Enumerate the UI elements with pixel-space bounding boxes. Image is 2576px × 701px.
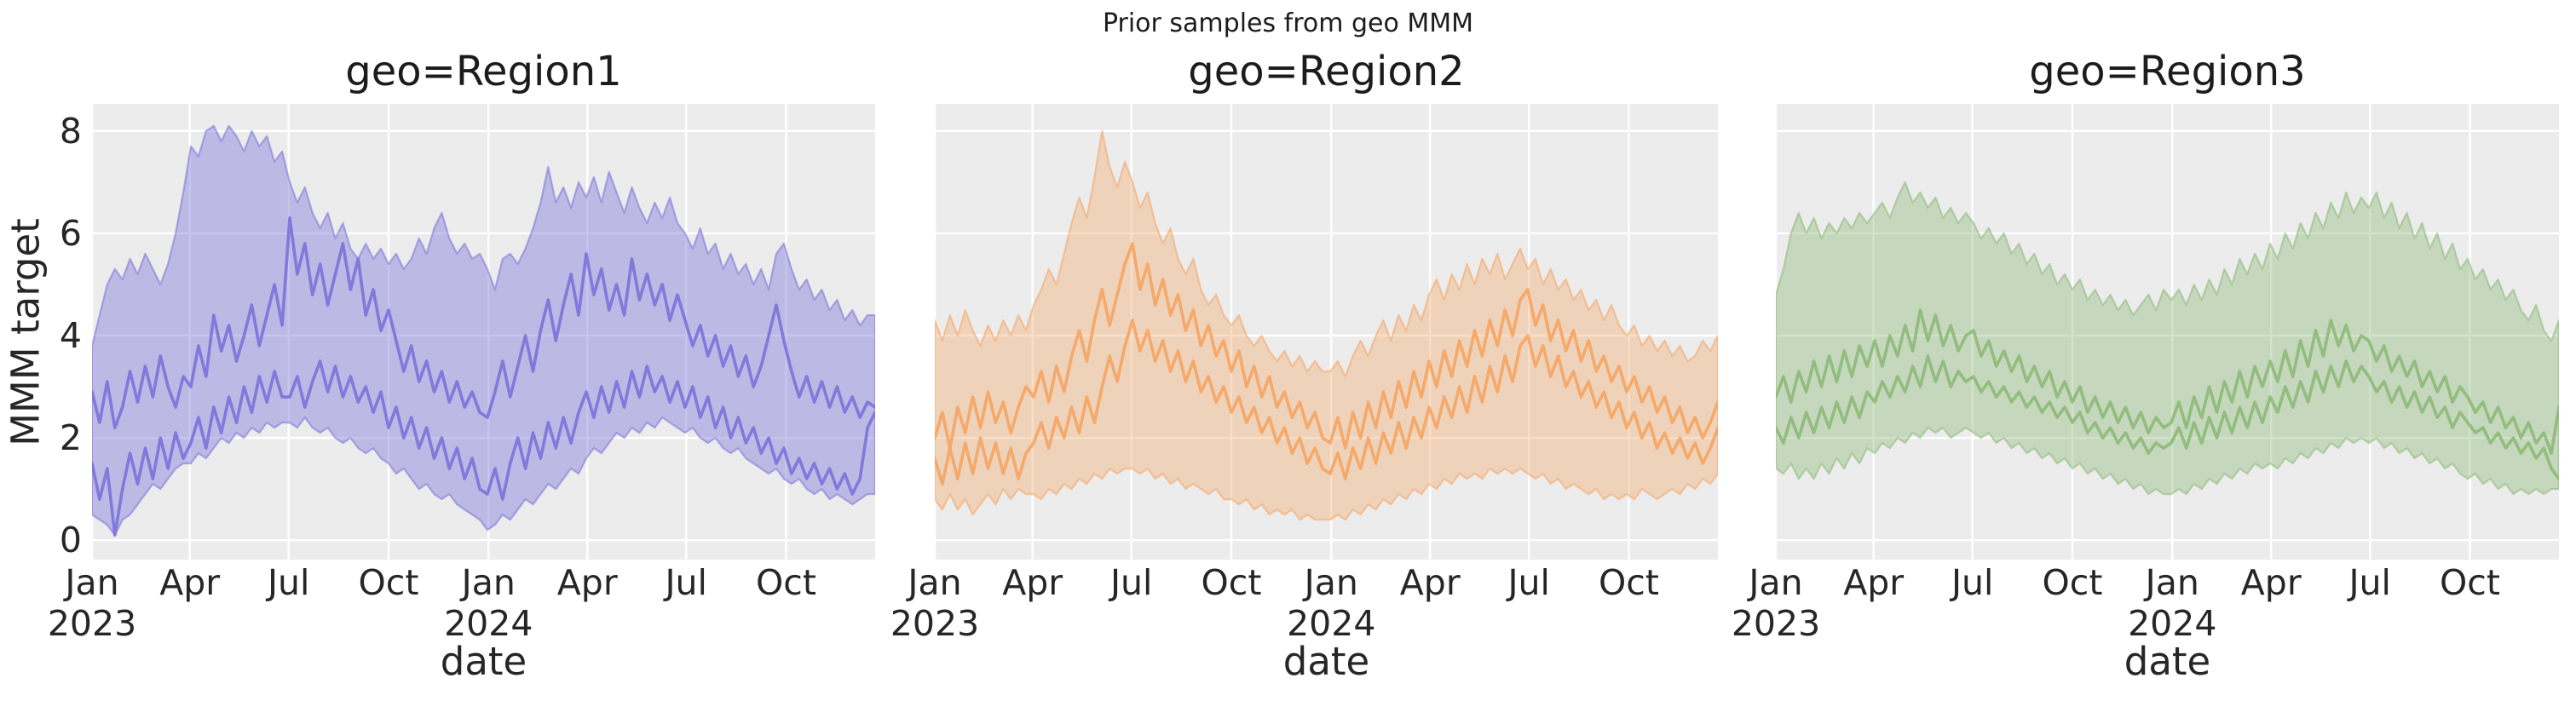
y-tick-label: 6 [59, 212, 82, 254]
prior-sample-line-1-region2 [935, 242, 1718, 450]
prior-sample-line-2-region3 [1776, 354, 2559, 480]
x-tick-label: Oct [1599, 562, 1659, 603]
x-tick-label: Jul [1951, 562, 1994, 603]
prior-band-region2 [935, 129, 1718, 521]
x-tick-label: Jan 2024 [444, 562, 533, 644]
figure-suptitle: Prior samples from geo MMM [1102, 9, 1474, 38]
x-tick-label: Oct [1201, 562, 1262, 603]
x-tick-label: Jan 2024 [1287, 562, 1376, 644]
x-tick-label: Jul [2348, 562, 2391, 603]
y-tick-label: 8 [59, 110, 82, 152]
x-tick-label: Apr [1399, 562, 1461, 603]
x-tick-label: Jan 2024 [2128, 562, 2217, 644]
plot-background [92, 104, 875, 560]
plot-area-region2 [935, 104, 1718, 560]
x-tick-label: Oct [358, 562, 419, 603]
x-tick-label: Apr [1843, 562, 1905, 603]
x-tick-label: Jan 2023 [1731, 562, 1821, 644]
plot-area-region1 [92, 104, 875, 560]
panel-title-region2: geo=Region2 [1188, 48, 1465, 95]
x-tick-label: Jul [1109, 562, 1153, 603]
panel-title-region1: geo=Region1 [345, 48, 622, 95]
x-tick-label: Jul [665, 562, 707, 603]
x-tick-label: Jul [1507, 562, 1550, 603]
y-tick-label: 4 [59, 315, 82, 356]
x-tick-label: Apr [1002, 562, 1063, 603]
x-axis-label: date [2124, 639, 2211, 684]
prior-sample-line-1-region1 [92, 216, 875, 429]
x-tick-label: Oct [2042, 562, 2103, 603]
gridlines [935, 104, 1718, 560]
x-tick-label: Jan 2023 [47, 562, 137, 644]
x-tick-label: Oct [756, 562, 816, 603]
x-axis-label: date [1282, 639, 1370, 684]
x-tick-label: Apr [159, 562, 221, 603]
panel-title-region3: geo=Region3 [2029, 48, 2306, 95]
prior-sample-line-2-region2 [935, 319, 1718, 486]
prior-sample-line-2-region1 [92, 359, 875, 537]
gridlines [92, 104, 875, 560]
x-tick-label: Jul [267, 562, 310, 603]
plot-area-region3 [1776, 104, 2559, 560]
prior-sample-line-1-region3 [1776, 308, 2559, 455]
gridlines [1776, 104, 2559, 560]
x-axis-label: date [440, 639, 527, 684]
y-tick-label: 2 [59, 417, 82, 459]
prior-band-region3 [1776, 181, 2559, 496]
y-tick-label: 0 [59, 520, 82, 561]
x-tick-label: Apr [556, 562, 618, 603]
x-tick-label: Apr [2240, 562, 2302, 603]
x-tick-label: Oct [2440, 562, 2500, 603]
x-tick-label: Jan 2023 [890, 562, 980, 644]
